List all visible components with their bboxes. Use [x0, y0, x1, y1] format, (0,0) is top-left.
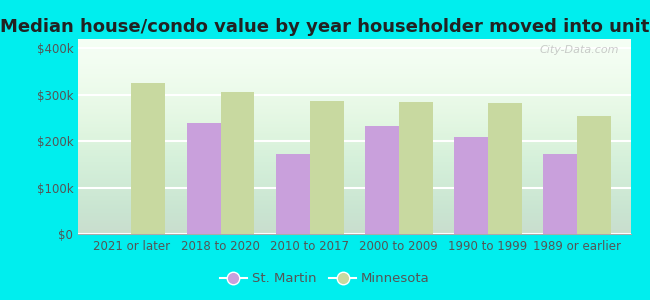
- Bar: [543, 154, 577, 234]
- Bar: [220, 92, 254, 234]
- Bar: [365, 126, 399, 234]
- Bar: [309, 101, 344, 234]
- Bar: [276, 154, 309, 234]
- Bar: [131, 83, 165, 234]
- Text: City-Data.com: City-Data.com: [540, 45, 619, 55]
- Bar: [187, 123, 220, 234]
- Bar: [577, 116, 611, 234]
- Bar: [399, 102, 433, 234]
- Bar: [488, 103, 522, 234]
- Text: Median house/condo value by year householder moved into unit: Median house/condo value by year househo…: [0, 18, 650, 36]
- Legend: St. Martin, Minnesota: St. Martin, Minnesota: [215, 267, 435, 290]
- Bar: [454, 136, 488, 234]
